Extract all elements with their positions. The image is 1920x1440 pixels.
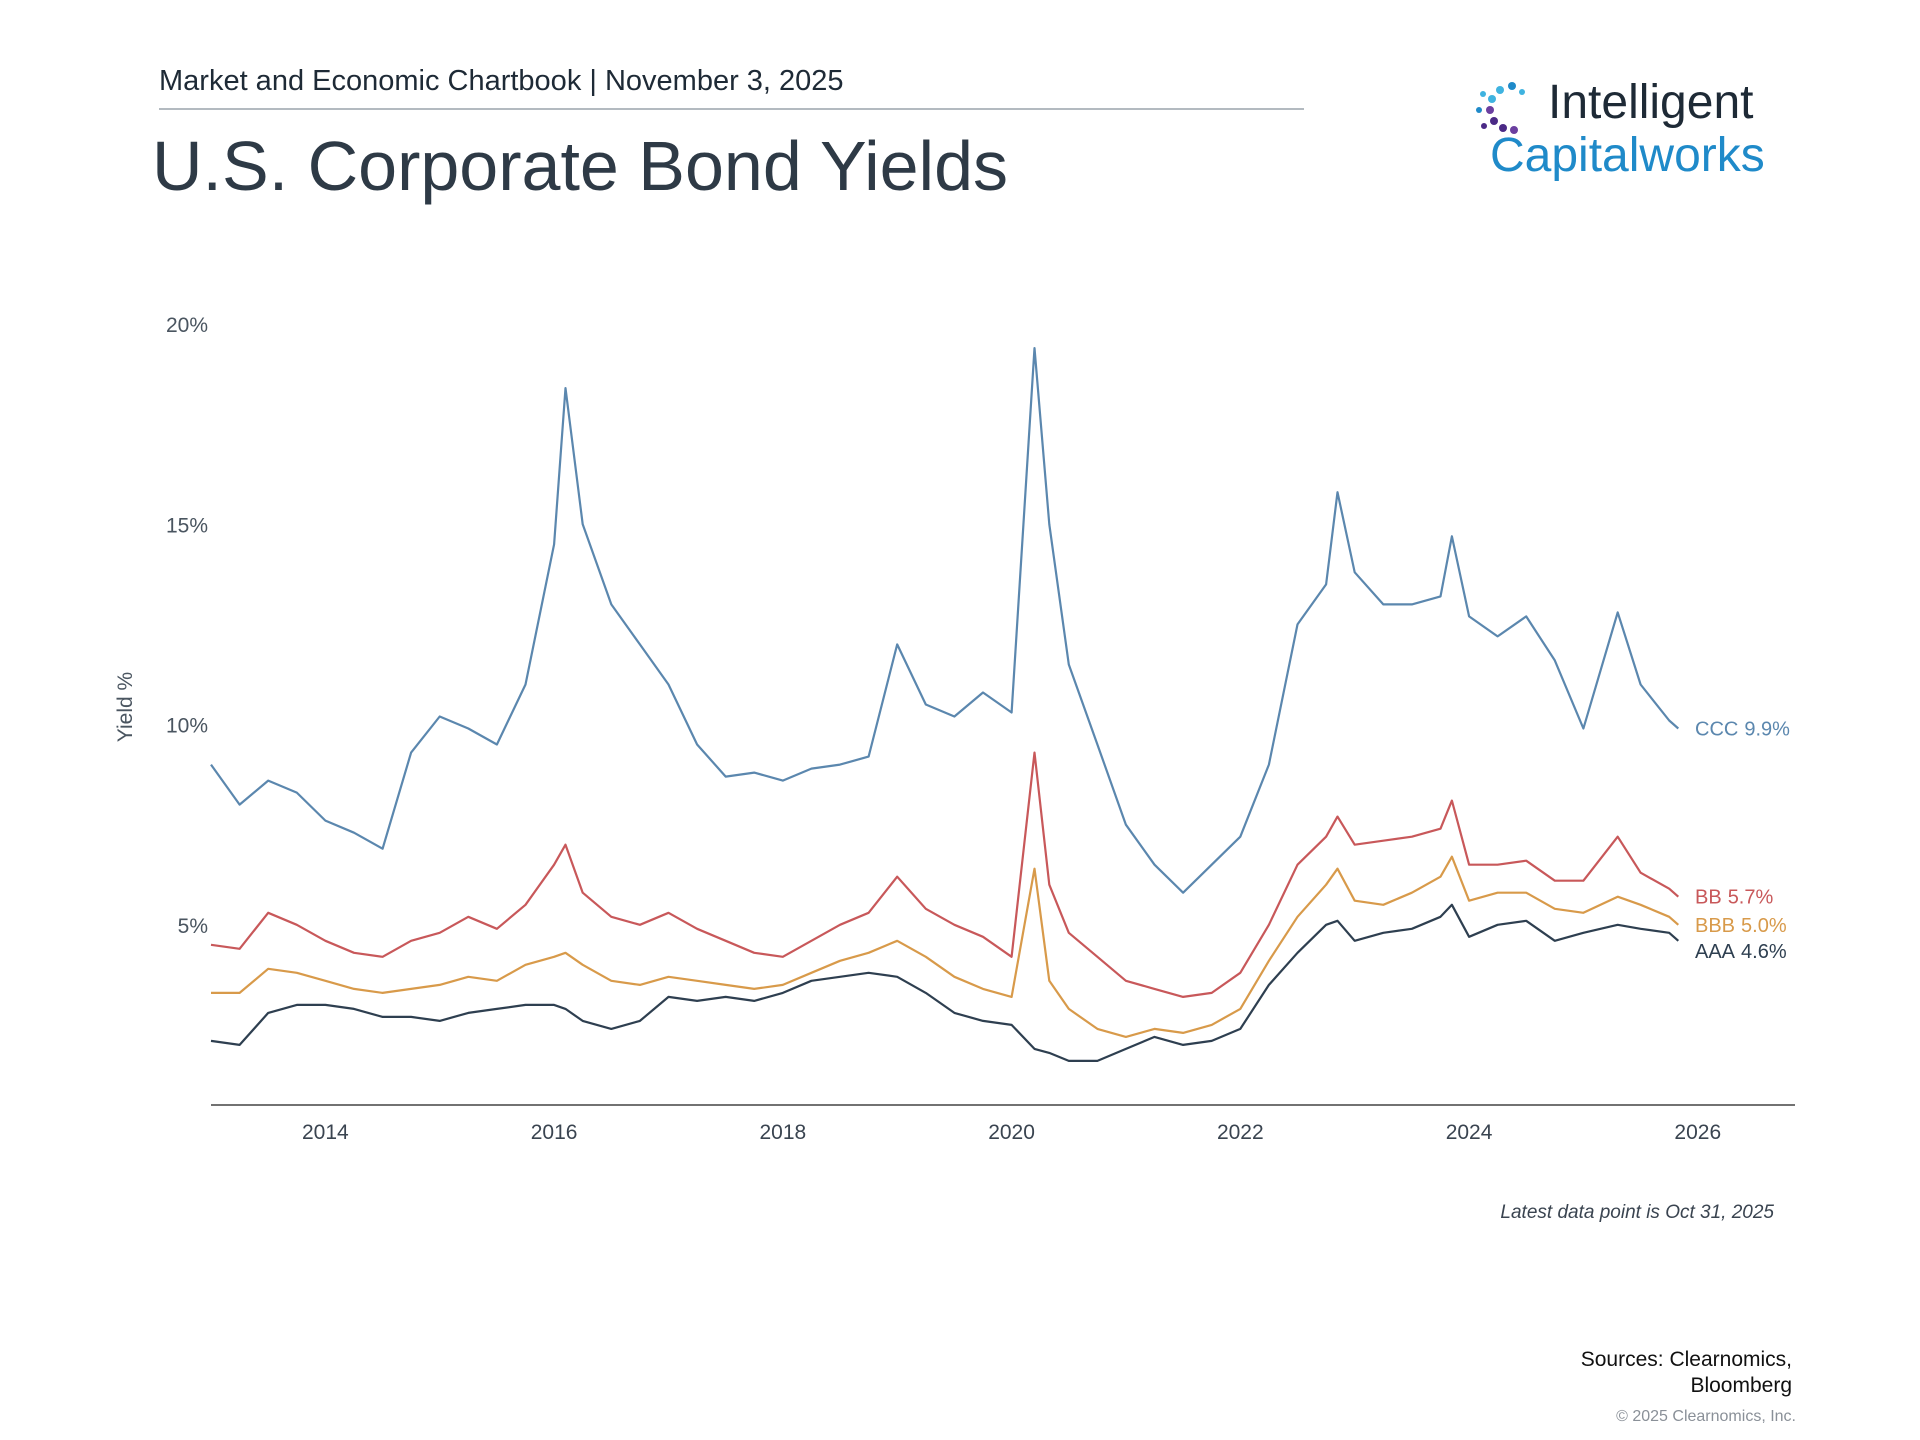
source: Sources: Clearnomics, [1581,1348,1792,1371]
series-line [210,347,1680,894]
copyright: © 2025 Clearnomics, Inc. [1616,1408,1796,1425]
legend-name: AAA [1695,941,1736,963]
end-value-label: 5.0% [1741,915,1787,937]
source: Bloomberg [1690,1374,1792,1397]
series-end-label: BBB 5.0% [1695,915,1787,937]
series-line [210,751,1680,998]
logo-line2: Capitalworks [1490,129,1765,182]
series-line [210,903,1680,1062]
y-tick-label: 15% [166,514,208,537]
x-tick-label: 2020 [988,1121,1035,1144]
y-tick-label: 20% [166,314,208,337]
x-tick-label: 2018 [759,1121,806,1144]
x-tick-label: 2016 [531,1121,578,1144]
y-tick-label: 5% [178,915,208,938]
series-end-label: CCC 9.9% [1695,719,1790,741]
y-tick-label: 10% [166,715,208,738]
logo-line1: Intelligent [1548,76,1753,129]
legend-name: BBB [1695,915,1735,937]
series-line [211,855,1680,1038]
end-value-label: 5.7% [1728,887,1774,909]
title: U.S. Corporate Bond Yields [152,127,1008,205]
legend-name: BB [1695,887,1722,909]
x-tick-label: 2026 [1674,1121,1721,1144]
series-end-label: BB 5.7% [1695,887,1773,909]
x-tick-label: 2024 [1446,1121,1493,1144]
x-tick-label: 2014 [302,1121,349,1144]
end-value-label: 4.6% [1741,941,1787,963]
header: Market and Economic Chartbook | November… [159,65,844,97]
annotation: Latest data point is Oct 31, 2025 [1500,1202,1774,1223]
end-value-label: 9.9% [1744,719,1790,741]
y-axis-label: Yield % [114,672,137,742]
series-end-label: AAA 4.6% [1695,941,1787,963]
logo-icon [1476,82,1525,134]
x-tick-label: 2022 [1217,1121,1264,1144]
legend-name: CCC [1695,719,1738,741]
